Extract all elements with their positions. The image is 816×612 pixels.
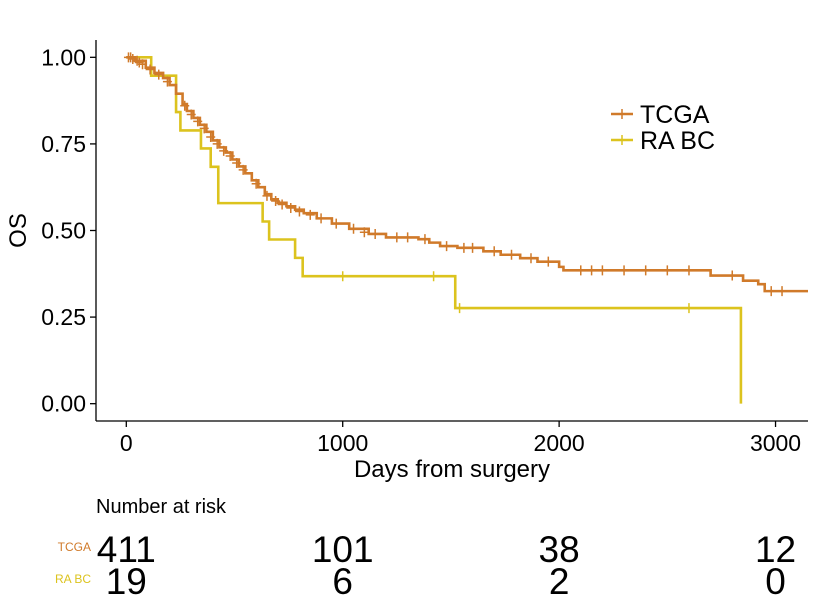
risk-count-tcga: 12 bbox=[755, 529, 796, 570]
censor-mark-tcga bbox=[641, 265, 651, 276]
risk-count-tcga: 38 bbox=[539, 529, 580, 570]
censor-mark-tcga bbox=[277, 199, 287, 210]
x-tick-label: 1000 bbox=[317, 430, 368, 456]
axes: 0.00 0.25 0.50 0.75 1.00 0 1000 2000 3000 Days fr… bbox=[5, 40, 808, 483]
y-tick-label: 0.25 bbox=[41, 304, 86, 330]
censor-mark-ra-bc bbox=[338, 271, 348, 282]
censor-mark-tcga bbox=[271, 196, 281, 207]
censor-mark-tcga bbox=[154, 69, 164, 80]
censor-mark-tcga bbox=[526, 253, 536, 264]
legend-key-mark-ra-bc bbox=[617, 135, 627, 145]
censor-mark-tcga bbox=[193, 116, 203, 127]
censor-mark-tcga bbox=[359, 227, 369, 238]
censor-mark-tcga bbox=[212, 138, 222, 149]
censor-mark-tcga bbox=[662, 265, 672, 276]
censor-mark-tcga bbox=[145, 64, 155, 75]
legend-label-ra-bc: RA BC bbox=[640, 127, 715, 155]
risk-count-ra-bc: 2 bbox=[549, 561, 570, 602]
censor-mark-tcga bbox=[777, 286, 787, 297]
legend-label-tcga: TCGA bbox=[640, 101, 710, 129]
censor-mark-tcga bbox=[619, 265, 629, 276]
censor-mark-tcga bbox=[442, 241, 452, 252]
censor-mark-tcga bbox=[316, 213, 326, 224]
censor-mark-tcga bbox=[225, 151, 235, 162]
series-line-tcga bbox=[126, 56, 808, 293]
censor-mark-tcga bbox=[132, 55, 142, 66]
risk-count-ra-bc: 6 bbox=[332, 561, 353, 602]
censor-mark-tcga bbox=[403, 232, 413, 243]
x-axis-title: Days from surgery bbox=[354, 456, 550, 483]
censor-mark-tcga bbox=[349, 223, 359, 234]
censor-mark-ra-bc bbox=[455, 303, 465, 314]
censor-mark-tcga bbox=[232, 157, 242, 168]
censor-mark-tcga bbox=[543, 256, 553, 267]
censor-mark-tcga bbox=[727, 270, 737, 281]
censor-mark-tcga bbox=[305, 209, 315, 220]
censor-mark-tcga bbox=[420, 234, 430, 245]
censor-mark-tcga bbox=[251, 178, 261, 189]
x-tick-label: 0 bbox=[120, 430, 133, 456]
risk-table: Number at risk TCGA 411 101 38 12 RA BC 19 6 2 0 bbox=[55, 496, 796, 602]
censor-mark-tcga bbox=[766, 286, 776, 297]
legend-key-mark-tcga bbox=[617, 109, 627, 119]
censor-mark-tcga bbox=[219, 145, 229, 156]
censor-mark-tcga bbox=[331, 218, 341, 229]
censor-mark-tcga bbox=[684, 265, 694, 276]
censor-mark-tcga bbox=[370, 228, 380, 239]
y-tick-label: 0.75 bbox=[41, 131, 86, 157]
y-tick-label: 0.00 bbox=[41, 391, 86, 417]
censor-mark-tcga bbox=[587, 265, 597, 276]
censor-mark-tcga bbox=[294, 206, 304, 217]
y-tick-label: 0.50 bbox=[41, 218, 86, 244]
censor-mark-ra-bc bbox=[684, 303, 694, 314]
censor-mark-tcga bbox=[162, 76, 172, 87]
censor-mark-tcga bbox=[576, 265, 586, 276]
censor-mark-tcga bbox=[186, 109, 196, 120]
censor-mark-tcga bbox=[507, 249, 517, 260]
censor-mark-tcga bbox=[392, 232, 402, 243]
y-axis-title: OS bbox=[5, 213, 32, 248]
censor-mark-tcga bbox=[286, 202, 296, 213]
risk-count-tcga: 101 bbox=[312, 529, 374, 570]
censor-mark-tcga bbox=[128, 54, 138, 65]
plot-series-group bbox=[123, 52, 808, 404]
risk-row-label-ra-bc: RA BC bbox=[55, 572, 91, 586]
censor-mark-tcga bbox=[199, 123, 209, 134]
censor-mark-tcga bbox=[126, 52, 136, 63]
censor-mark-tcga bbox=[206, 131, 216, 142]
risk-count-tcga: 411 bbox=[97, 529, 156, 570]
series-line-ra-bc bbox=[126, 56, 743, 404]
censor-mark-tcga bbox=[138, 59, 148, 70]
risk-table-title: Number at risk bbox=[96, 496, 227, 518]
x-tick-label: 2000 bbox=[534, 430, 585, 456]
risk-count-ra-bc: 0 bbox=[765, 561, 786, 602]
censor-mark-tcga bbox=[262, 190, 272, 201]
censor-mark-ra-bc bbox=[429, 271, 439, 282]
y-tick-label: 1.00 bbox=[41, 44, 86, 70]
censor-mark-tcga bbox=[597, 265, 607, 276]
censor-mark-tcga bbox=[468, 242, 478, 253]
risk-count-ra-bc: 19 bbox=[106, 561, 147, 602]
plot-area bbox=[123, 52, 808, 404]
censor-mark-tcga bbox=[180, 100, 190, 111]
censor-mark-tcga bbox=[489, 246, 499, 257]
censor-mark-tcga bbox=[238, 164, 248, 175]
x-tick-label: 3000 bbox=[750, 430, 801, 456]
censor-mark-tcga bbox=[459, 242, 469, 253]
risk-row-label-tcga: TCGA bbox=[58, 540, 91, 554]
